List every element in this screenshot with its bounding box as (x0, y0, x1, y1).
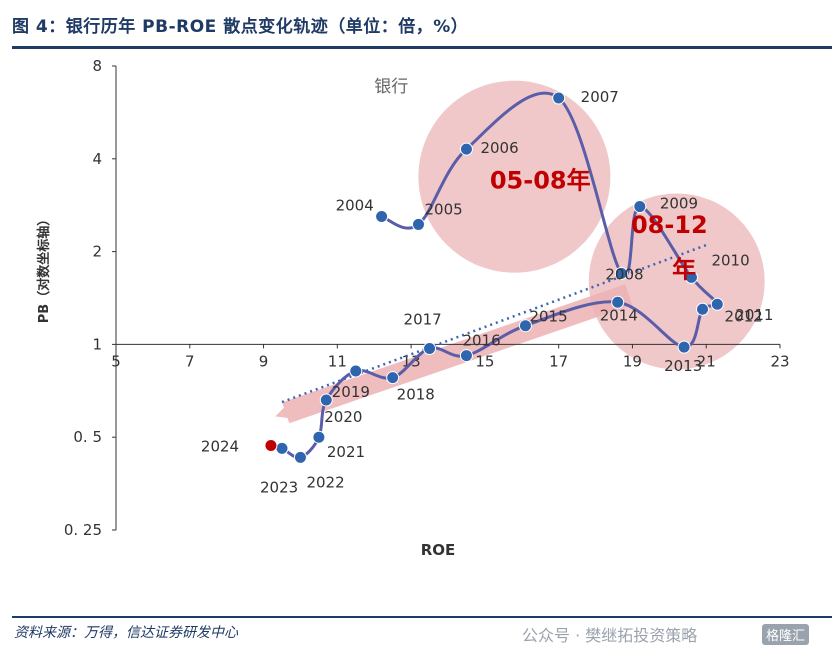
point-label-2008: 2008 (605, 265, 643, 283)
x-tick-label: 15 (475, 352, 494, 370)
point-label-2005: 2005 (424, 200, 462, 218)
point-label-2007: 2007 (581, 88, 619, 106)
title-rule (12, 46, 832, 49)
period-annotation-0: 05-08年 (490, 167, 591, 195)
x-tick-label: 21 (697, 352, 716, 370)
data-point-2022 (293, 450, 307, 464)
watermark-badge: 格隆汇 (762, 624, 810, 645)
data-point-2016 (459, 349, 473, 363)
point-label-2023: 2023 (260, 478, 298, 496)
x-tick-label: 17 (549, 352, 568, 370)
point-label-2016: 2016 (462, 332, 500, 350)
point-label-2018: 2018 (397, 386, 435, 404)
point-label-2022: 2022 (306, 473, 344, 491)
data-point-2020 (319, 393, 333, 407)
x-tick-label: 23 (770, 352, 789, 370)
y-axis-title: PB（对数坐标轴） (36, 213, 52, 323)
point-label-2021: 2021 (327, 443, 365, 461)
point-label-2012: 2012 (725, 307, 763, 325)
watermark-text: 公众号 · 樊继拓投资策略 (522, 626, 698, 645)
y-tick-label: 4 (92, 150, 102, 168)
x-tick-label: 5 (111, 352, 121, 370)
data-point-2013 (677, 340, 691, 354)
y-tick-label: 2 (92, 243, 102, 261)
data-point-2011 (710, 297, 724, 311)
x-axis-title: ROE (421, 541, 456, 559)
y-tick-label: 1 (92, 335, 102, 353)
point-label-2006: 2006 (480, 139, 518, 157)
data-point-2006 (459, 142, 473, 156)
point-label-2009: 2009 (660, 195, 698, 213)
data-point-2019 (349, 364, 363, 378)
data-point-2024 (264, 438, 278, 452)
point-label-2015: 2015 (529, 308, 567, 326)
data-point-2017 (423, 341, 437, 355)
data-point-2009 (633, 200, 647, 214)
x-tick-label: 9 (259, 352, 269, 370)
trend-arrow (275, 284, 633, 424)
y-tick-label: 0. 25 (64, 521, 102, 539)
data-point-2007 (552, 91, 566, 105)
x-tick-label: 11 (328, 352, 347, 370)
data-point-2023 (275, 441, 289, 455)
point-label-2004: 2004 (336, 196, 374, 214)
data-point-2015 (518, 319, 532, 333)
period-annotation-1: 08-12 (631, 211, 708, 239)
title-bar: 图 4：银行历年 PB-ROE 散点变化轨迹（单位：倍，%） (0, 0, 840, 48)
point-label-2024: 2024 (201, 437, 239, 455)
point-label-2011: 2011 (735, 306, 773, 324)
data-point-2004 (375, 209, 389, 223)
data-point-2005 (411, 217, 425, 231)
x-tick-label: 19 (623, 352, 642, 370)
point-label-2013: 2013 (664, 357, 702, 375)
point-label-2017: 2017 (404, 310, 442, 328)
figure-title: 图 4：银行历年 PB-ROE 散点变化轨迹（单位：倍，%） (12, 17, 469, 37)
data-point-2014 (611, 295, 625, 309)
data-point-2012 (696, 302, 710, 316)
highlight-region-2005-2008 (418, 80, 611, 273)
source-note: 资料来源：万得，信达证券研发中心 (14, 625, 238, 641)
point-label-2014: 2014 (600, 306, 638, 324)
period-annotation-2: 年 (672, 255, 696, 283)
y-tick-label: 8 (92, 57, 102, 75)
x-tick-label: 7 (185, 352, 195, 370)
point-label-2020: 2020 (324, 408, 362, 426)
footer-rule (12, 616, 832, 618)
data-point-2008 (614, 266, 628, 280)
point-label-2010: 2010 (711, 251, 749, 269)
data-point-2018 (386, 371, 400, 385)
point-label-2019: 2019 (332, 383, 370, 401)
chart-subtitle: 银行 (374, 77, 408, 97)
data-point-2021 (312, 430, 326, 444)
data-point-2010 (684, 270, 698, 284)
y-tick-label: 0. 5 (73, 428, 102, 446)
